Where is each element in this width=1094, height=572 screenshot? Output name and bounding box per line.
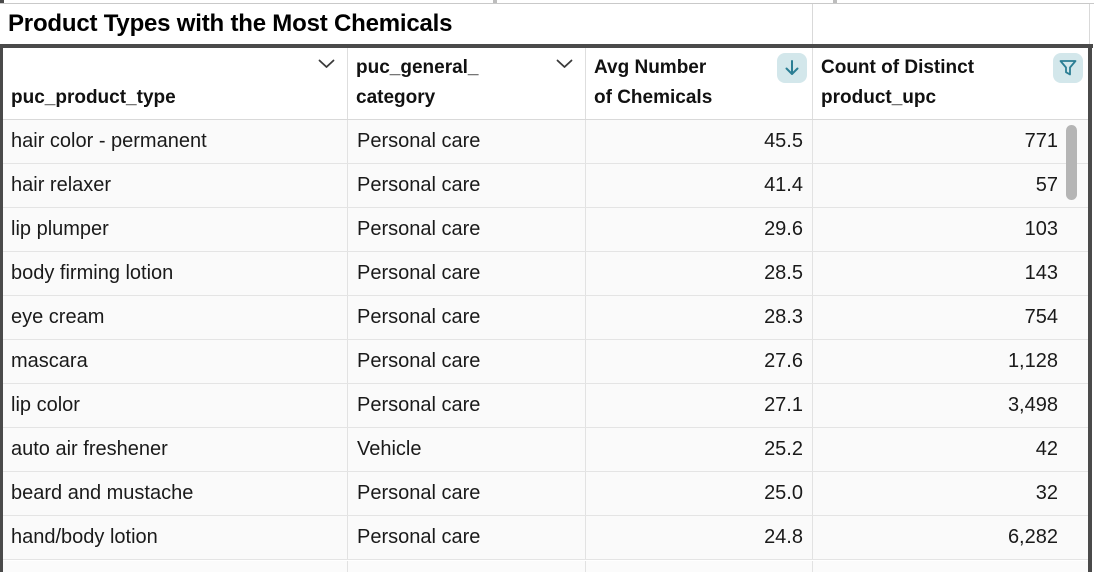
cell-puc_product_type[interactable]: hand/body lotion xyxy=(3,516,348,559)
cell-product_upc[interactable]: 754 xyxy=(1024,306,1058,328)
column-header-label: product_upc xyxy=(821,87,937,108)
cell-puc_general_category[interactable]: Personal care xyxy=(348,296,586,339)
table-row[interactable]: hand/body lotion Personal care 24.8 6,282 xyxy=(3,516,1088,560)
cell-puc_product_type[interactable]: lip plumper xyxy=(3,208,348,251)
cell-product_upc[interactable]: 6,282 xyxy=(1007,526,1058,548)
cell-puc_product_type[interactable]: body firming lotion xyxy=(3,252,348,295)
cell-puc_general_category[interactable]: Personal care xyxy=(348,120,586,163)
cell-puc_general_category[interactable]: Personal care xyxy=(348,208,586,251)
cell-avg_chemicals[interactable]: 28.5 xyxy=(586,252,813,295)
partial-cell xyxy=(3,561,348,572)
table-row[interactable]: auto air freshener Vehicle 25.2 42 xyxy=(3,428,1088,472)
table-left-border xyxy=(0,44,3,572)
column-header-count-of-distinct-product-upc[interactable]: Count of Distinct product_upc xyxy=(813,48,1088,119)
column-header-label: category xyxy=(356,87,436,108)
table-row[interactable]: beard and mustache Personal care 25.0 32 xyxy=(3,472,1088,516)
cell-avg_chemicals[interactable]: 45.5 xyxy=(586,120,813,163)
cell-product_upc[interactable]: 3,498 xyxy=(1007,394,1058,416)
cell-avg_chemicals[interactable]: 25.2 xyxy=(586,428,813,471)
column-header-label xyxy=(11,53,339,83)
cell-avg_chemicals[interactable]: 25.0 xyxy=(586,472,813,515)
cell-avg_chemicals[interactable]: 28.3 xyxy=(586,296,813,339)
cell-product_upc[interactable]: 103 xyxy=(1024,218,1058,240)
cell-avg_chemicals[interactable]: 24.8 xyxy=(586,516,813,559)
cell-puc_product_type[interactable]: auto air freshener xyxy=(3,428,348,471)
cell-product_upc[interactable]: 143 xyxy=(1024,262,1058,284)
cell-puc_product_type[interactable]: mascara xyxy=(3,340,348,383)
cell-puc_product_type[interactable]: hair color - permanent xyxy=(3,120,348,163)
vertical-scrollbar-thumb[interactable] xyxy=(1066,125,1077,200)
page-title: Product Types with the Most Chemicals xyxy=(0,4,813,44)
table-row[interactable]: lip plumper Personal care 29.6 103 xyxy=(3,208,1088,252)
title-row-empty-cell xyxy=(813,4,1090,44)
column-header-label: puc_product_type xyxy=(11,87,176,108)
column-header-label: Count of Distinct xyxy=(821,57,975,78)
cell-avg_chemicals[interactable]: 27.1 xyxy=(586,384,813,427)
partial-cell xyxy=(586,561,813,572)
column-header-avg-number-of-chemicals[interactable]: Avg Number of Chemicals xyxy=(586,48,813,119)
partial-next-row xyxy=(3,561,1088,572)
cell-puc_general_category[interactable]: Personal care xyxy=(348,384,586,427)
table-header-row: puc_product_type puc_general_ category A… xyxy=(3,48,1088,120)
sort-descending-icon[interactable] xyxy=(777,53,807,83)
column-header-label: Avg Number xyxy=(594,57,707,78)
cell-puc_general_category[interactable]: Personal care xyxy=(348,472,586,515)
table-row[interactable]: eye cream Personal care 28.3 754 xyxy=(3,296,1088,340)
top-border-stub xyxy=(833,0,837,3)
cell-puc_general_category[interactable]: Personal care xyxy=(348,252,586,295)
scrolled-row-edge xyxy=(0,0,1094,4)
top-left-border-stub xyxy=(0,0,4,3)
cell-product_upc[interactable]: 1,128 xyxy=(1007,350,1058,372)
column-header-label: of Chemicals xyxy=(594,87,713,108)
table-row[interactable]: body firming lotion Personal care 28.5 143 xyxy=(3,252,1088,296)
cell-product_upc[interactable]: 771 xyxy=(1024,130,1058,152)
partial-cell xyxy=(348,561,586,572)
table-row[interactable]: lip color Personal care 27.1 3,498 xyxy=(3,384,1088,428)
cell-product_upc[interactable]: 57 xyxy=(1035,174,1058,196)
column-header-puc-general-category[interactable]: puc_general_ category xyxy=(348,48,586,119)
cell-puc_general_category[interactable]: Vehicle xyxy=(348,428,586,471)
column-header-puc-product-type[interactable]: puc_product_type xyxy=(3,48,348,119)
cell-puc_general_category[interactable]: Personal care xyxy=(348,340,586,383)
cell-avg_chemicals[interactable]: 41.4 xyxy=(586,164,813,207)
cell-puc_general_category[interactable]: Personal care xyxy=(348,516,586,559)
cell-puc_general_category[interactable]: Personal care xyxy=(348,164,586,207)
table-right-border xyxy=(1088,44,1092,572)
top-border-stub xyxy=(493,0,497,3)
chevron-down-icon[interactable] xyxy=(318,59,335,69)
filter-icon[interactable] xyxy=(1053,53,1083,83)
cell-puc_product_type[interactable]: lip color xyxy=(3,384,348,427)
chevron-down-icon[interactable] xyxy=(556,59,573,69)
cell-product_upc[interactable]: 32 xyxy=(1035,482,1058,504)
partial-cell xyxy=(813,561,1088,572)
title-row: Product Types with the Most Chemicals xyxy=(0,4,1094,44)
cell-puc_product_type[interactable]: beard and mustache xyxy=(3,472,348,515)
column-header-label: puc_general_ xyxy=(356,57,479,78)
table-body: hair color - permanent Personal care 45.5 7… xyxy=(3,120,1088,560)
table-row[interactable]: hair color - permanent Personal care 45.5 7… xyxy=(3,120,1088,164)
cell-puc_product_type[interactable]: hair relaxer xyxy=(3,164,348,207)
cell-avg_chemicals[interactable]: 27.6 xyxy=(586,340,813,383)
table-row[interactable]: mascara Personal care 27.6 1,128 xyxy=(3,340,1088,384)
cell-product_upc[interactable]: 42 xyxy=(1035,438,1058,460)
cell-puc_product_type[interactable]: eye cream xyxy=(3,296,348,339)
cell-avg_chemicals[interactable]: 29.6 xyxy=(586,208,813,251)
title-divider xyxy=(0,44,1093,48)
table-row[interactable]: hair relaxer Personal care 41.4 57 xyxy=(3,164,1088,208)
